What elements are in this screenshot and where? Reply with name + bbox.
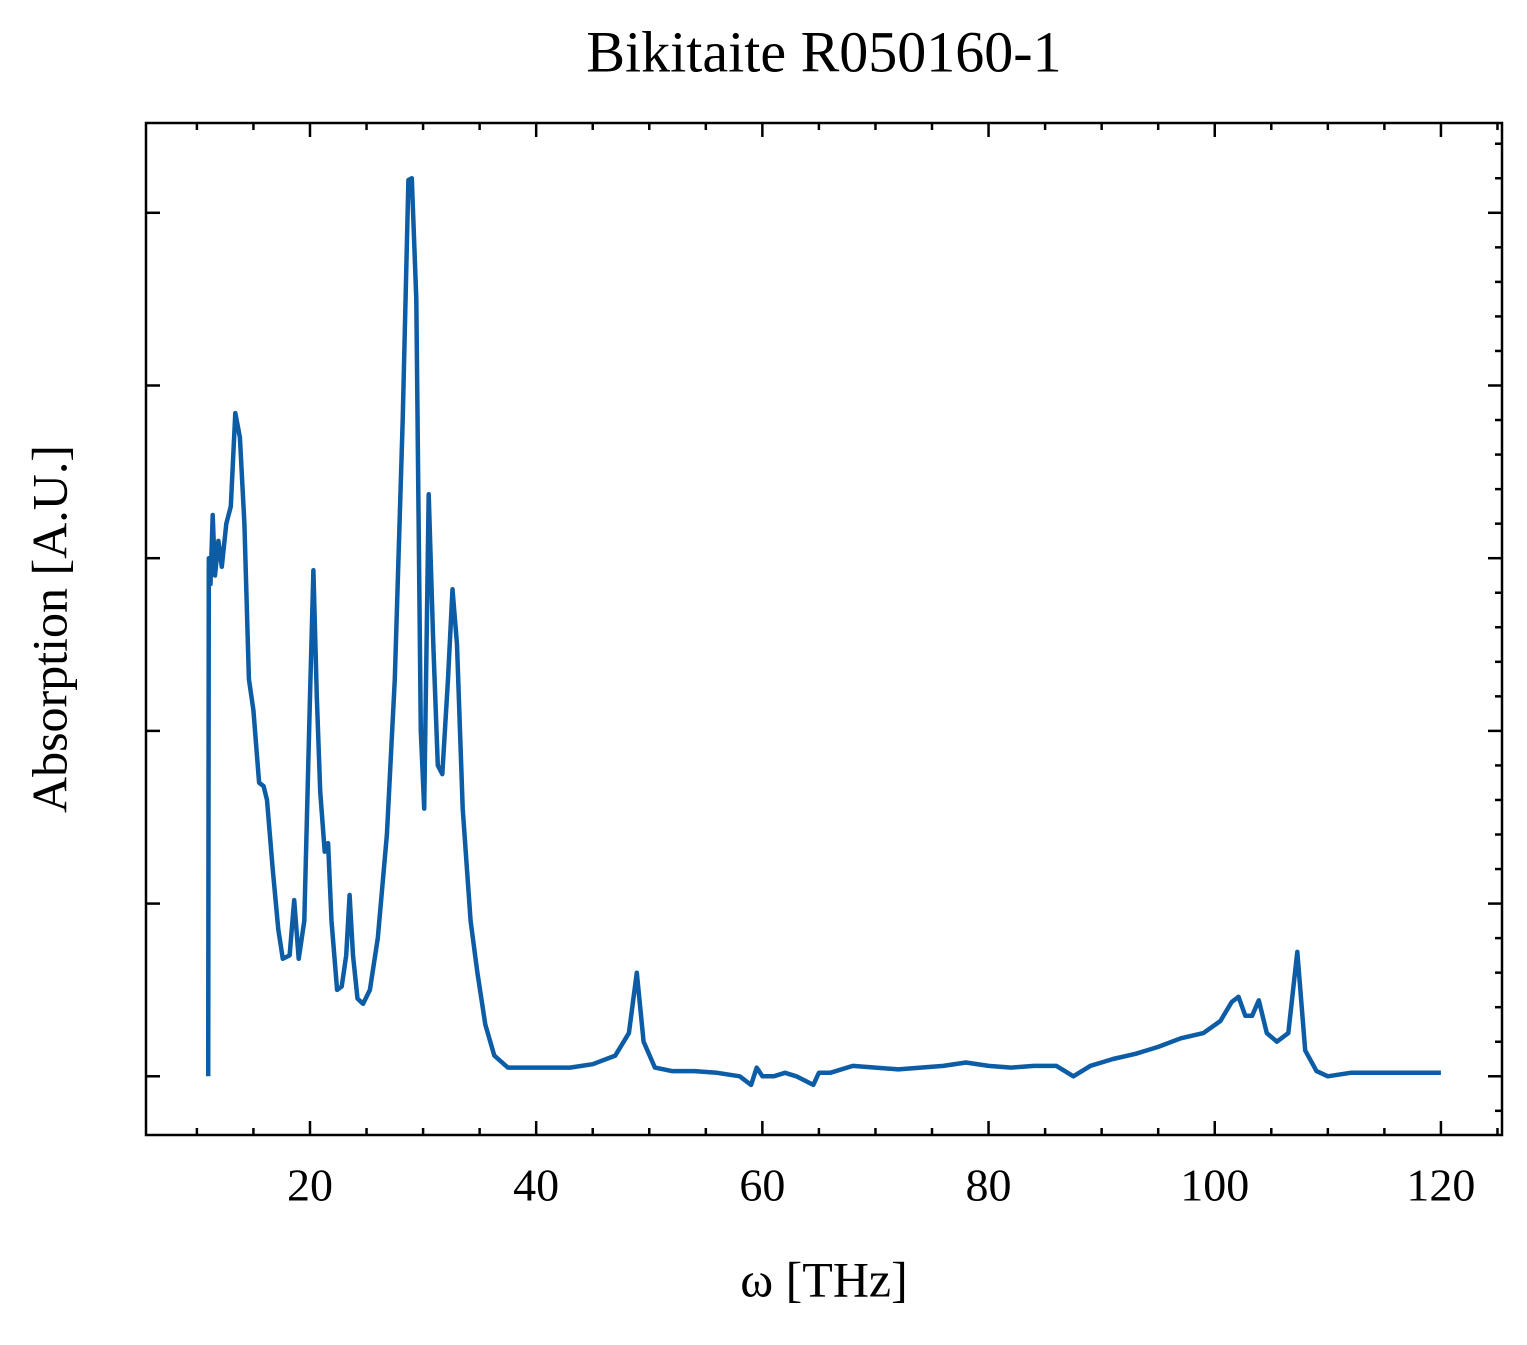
x-axis-label: ω [THz] [740, 1251, 908, 1307]
x-tick-label: 60 [739, 1160, 785, 1211]
y-axis-label: Absorption [A.U.] [21, 445, 77, 813]
x-tick-label: 100 [1180, 1160, 1249, 1211]
spectrum-line [205, 176, 1441, 1088]
plot-frame [144, 121, 1504, 1137]
x-tick-label: 40 [513, 1160, 559, 1211]
chart-title: Bikitaite R050160-1 [586, 19, 1061, 84]
x-tick-label: 120 [1406, 1160, 1475, 1211]
x-tick-label: 80 [966, 1160, 1012, 1211]
x-tick-label: 20 [287, 1160, 333, 1211]
